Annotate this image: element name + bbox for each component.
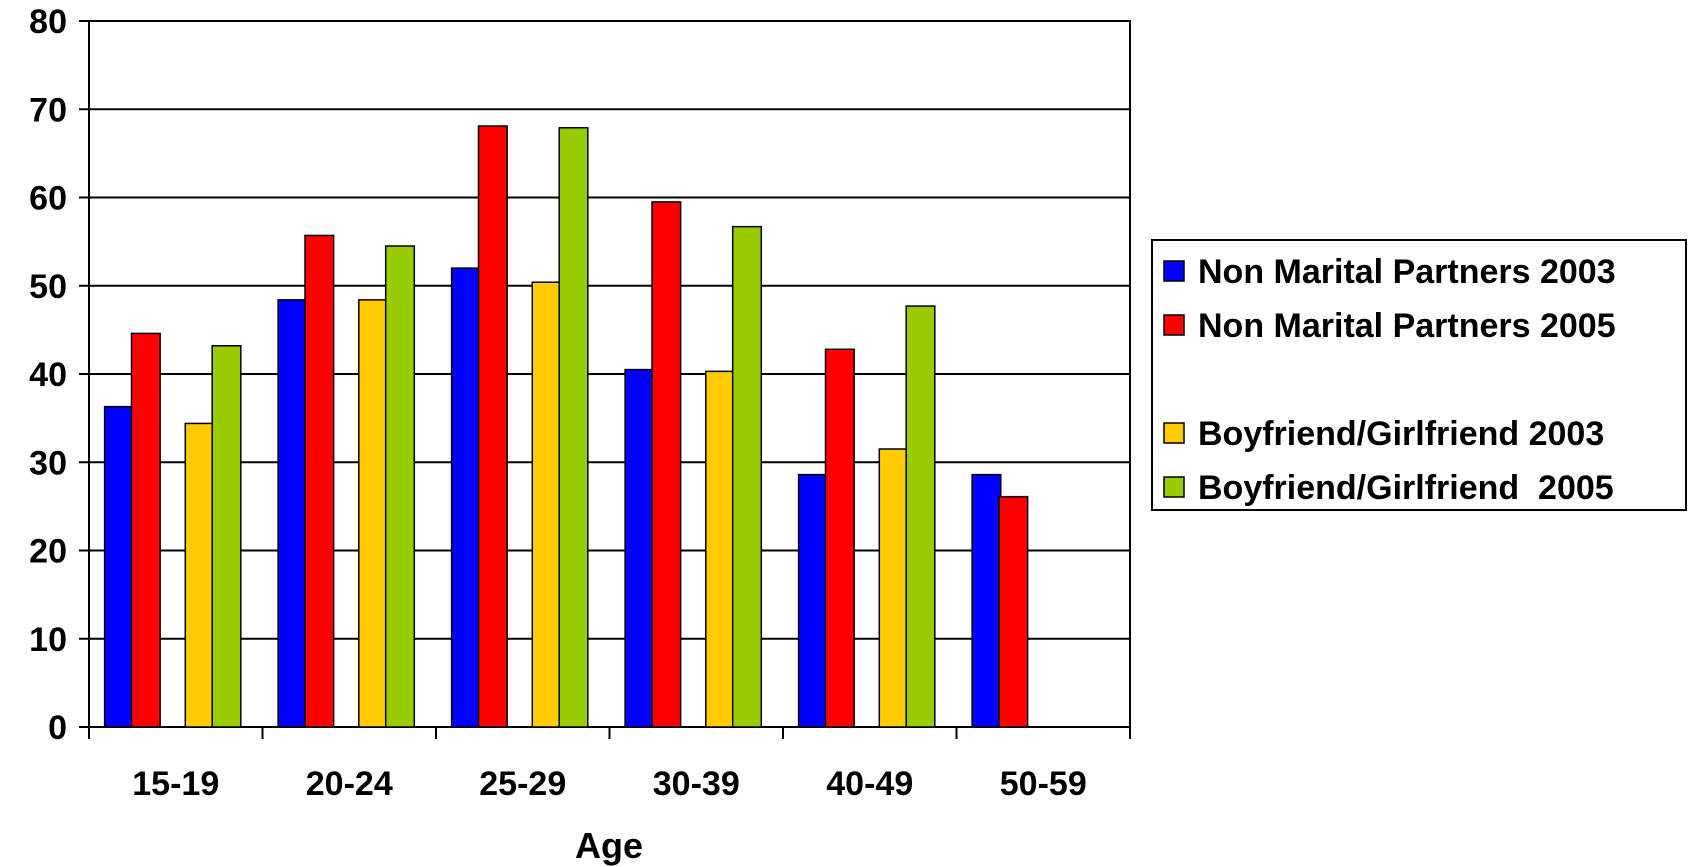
legend-label: Non Marital Partners 2005 [1198, 307, 1616, 345]
x-tick-label: 50-59 [1000, 765, 1087, 803]
gridlines [89, 108, 1130, 640]
y-tick-label: 10 [29, 621, 67, 659]
y-tick-label: 70 [29, 91, 67, 129]
x-axis-title: Age [575, 825, 643, 866]
legend-swatch [1163, 422, 1185, 444]
x-tick-label: 20-24 [306, 765, 393, 803]
bar-non-marital-partners-2003-25-29 [450, 267, 481, 728]
y-tick-label: 60 [29, 180, 67, 218]
bar-non-marital-partners-2003-15-19 [103, 405, 134, 728]
bar-boyfriend-girlfriend-2003-25-29 [531, 281, 562, 728]
bar-boyfriend-girlfriend-2005-20-24 [384, 245, 416, 728]
x-tick-label: 30-39 [653, 765, 740, 803]
y-tick-label: 20 [29, 533, 67, 571]
bars [103, 125, 1029, 728]
legend-swatch [1163, 260, 1185, 282]
y-tick-label: 40 [29, 356, 67, 394]
bar-boyfriend-girlfriend-2003-20-24 [358, 299, 389, 728]
legend-label: Non Marital Partners 2003 [1198, 253, 1616, 291]
legend-frame [1151, 239, 1687, 511]
x-tick-label: 40-49 [826, 765, 913, 803]
bar-non-marital-partners-2005-40-49 [824, 348, 855, 728]
bar-boyfriend-girlfriend-2003-30-39 [705, 370, 736, 728]
bar-non-marital-partners-2005-15-19 [130, 332, 161, 728]
bar-non-marital-partners-2005-30-39 [651, 201, 682, 728]
bar-non-marital-partners-2003-40-49 [797, 473, 828, 728]
legend-label: Boyfriend/Girlfriend 2003 [1198, 415, 1604, 453]
y-tick-label: 0 [48, 709, 67, 747]
y-tick-label: 50 [29, 268, 67, 306]
bar-boyfriend-girlfriend-2005-40-49 [905, 305, 936, 728]
bar-boyfriend-girlfriend-2005-25-29 [558, 127, 589, 728]
legend-label: Boyfriend/Girlfriend 2005 [1198, 469, 1614, 507]
bar-non-marital-partners-2005-20-24 [304, 234, 335, 728]
bar-non-marital-partners-2005-25-29 [477, 125, 508, 728]
legend-swatch [1163, 476, 1185, 498]
bar-boyfriend-girlfriend-2003-15-19 [184, 422, 215, 728]
legend-items: Non Marital Partners 2003 Non Marital Par… [1163, 253, 1616, 507]
axes: 0 10 20 30 40 50 60 70 80 15-19 20-24 25-29 30-39 40-… [29, 3, 1131, 803]
bar-non-marital-partners-2003-20-24 [277, 299, 308, 728]
bar-boyfriend-girlfriend-2003-40-49 [878, 448, 909, 728]
y-tick-label: 30 [29, 444, 67, 482]
bar-non-marital-partners-2005-50-59 [998, 495, 1029, 728]
bar-non-marital-partners-2003-50-59 [971, 473, 1002, 728]
x-tick-label: 25-29 [479, 765, 566, 803]
bar-boyfriend-girlfriend-2005-30-39 [731, 225, 763, 728]
legend-swatch [1163, 314, 1185, 336]
y-tick-label: 80 [29, 3, 67, 41]
bar-non-marital-partners-2003-30-39 [624, 368, 655, 728]
legend: Non Marital Partners 2003 Non Marital Par… [1151, 239, 1687, 511]
bar-boyfriend-girlfriend-2005-15-19 [211, 345, 242, 728]
x-tick-label: 15-19 [132, 765, 219, 803]
